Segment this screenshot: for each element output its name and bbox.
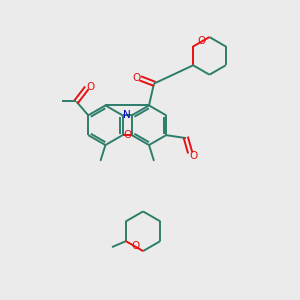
Text: O: O — [123, 130, 131, 140]
Text: O: O — [190, 151, 198, 161]
Text: O: O — [197, 36, 206, 46]
Text: N: N — [123, 110, 131, 120]
Text: O: O — [86, 82, 94, 92]
Text: O: O — [131, 241, 140, 251]
Text: O: O — [132, 73, 140, 83]
